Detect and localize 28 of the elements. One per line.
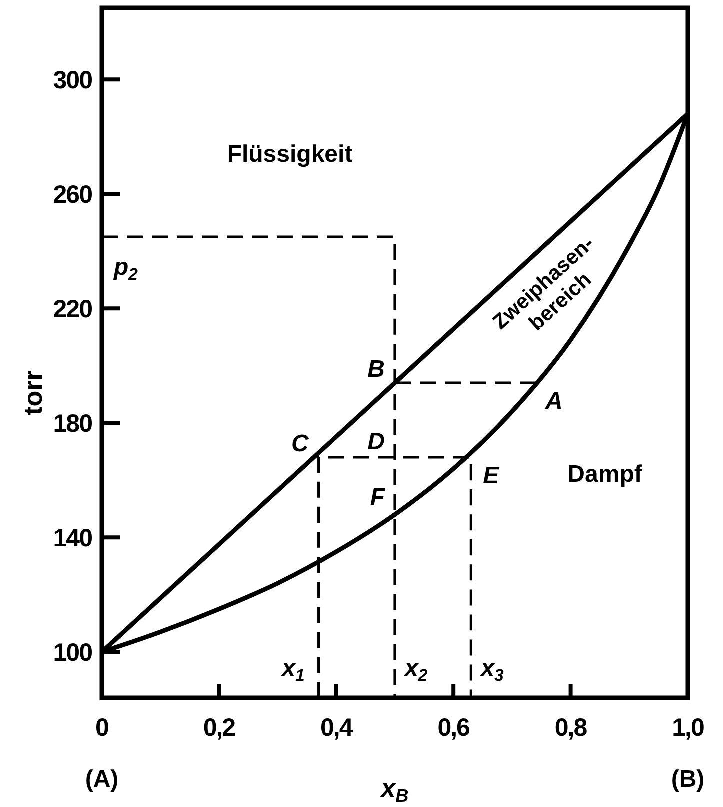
y-tick-label: 220 [53, 295, 92, 324]
x-axis-title: x$_{B}$ [379, 773, 409, 806]
y-axis-title: torr [18, 370, 48, 416]
x-tick-label: 0 [96, 714, 109, 742]
annotation: B [368, 356, 385, 384]
x-tick-label: 0,4 [320, 714, 354, 742]
x-tick-label: 0,6 [438, 714, 470, 742]
annotation: x$_{1}$ [280, 655, 305, 686]
text: (B) [671, 766, 705, 793]
y-tick-label: 100 [53, 638, 92, 667]
annotation: C [291, 430, 310, 458]
y-tick-label: 180 [53, 410, 92, 438]
y-tick-label: 300 [53, 66, 92, 94]
annotation: x$_{3}$ [479, 655, 505, 686]
text: (A) [85, 766, 119, 793]
y-tick-label: 260 [53, 180, 92, 209]
y-tick-label: 140 [53, 524, 92, 552]
annotation: F [370, 484, 386, 511]
x-tick-label: 0,8 [554, 714, 588, 742]
annotation: A [544, 388, 563, 416]
annotation: Dampf [568, 461, 644, 488]
x-tick-label: 1,0 [672, 714, 704, 742]
annotation: Flüssigkeit [227, 141, 353, 168]
annotation: E [483, 462, 500, 490]
annotation: D [368, 428, 385, 456]
annotation: p$_{2}$ [113, 254, 139, 284]
annotation: x$_{2}$ [403, 655, 428, 686]
x-tick-label: 0,2 [203, 714, 236, 742]
